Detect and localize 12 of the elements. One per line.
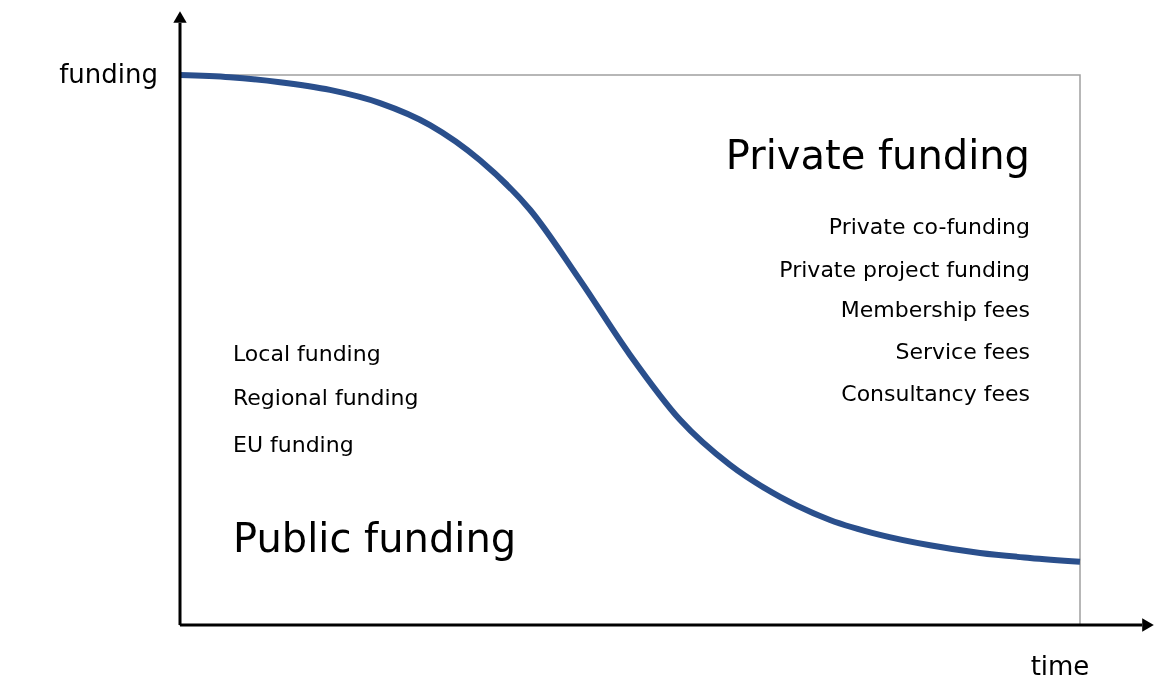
annotation: EU funding xyxy=(233,432,354,457)
y-axis-title: funding xyxy=(59,59,158,89)
annotation: Private co-funding xyxy=(828,214,1030,239)
annotation: Public funding xyxy=(233,515,517,561)
annotation: Membership fees xyxy=(840,297,1030,322)
annotation: Regional funding xyxy=(233,385,419,410)
annotation: Local funding xyxy=(233,341,381,366)
annotation: Private project funding xyxy=(779,257,1030,282)
x-axis-title: time xyxy=(1030,651,1090,681)
annotation: Private funding xyxy=(725,132,1030,178)
annotation: Consultancy fees xyxy=(841,381,1030,406)
annotation: Service fees xyxy=(895,339,1030,364)
